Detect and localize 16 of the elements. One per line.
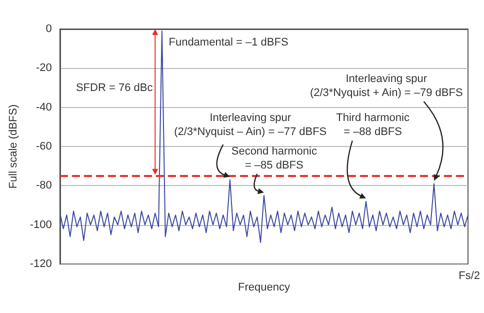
y-axis-title: Full scale (dBFS)	[8, 104, 20, 189]
annotation: Interleaving spur (2/3*Nyquist + Ain) = –79 dBFS	[310, 72, 463, 99]
annotation: Fundamental = –1 dBFS	[168, 36, 288, 49]
x-axis-title: Frequency	[238, 282, 290, 294]
y-tick-label: -60	[36, 140, 52, 152]
y-tick-label: -120	[30, 258, 52, 270]
y-tick-label: -40	[36, 101, 52, 114]
y-tick-label: -100	[30, 218, 52, 231]
annotation: Second harmonic = –85 dBFS	[231, 145, 318, 172]
y-tick-label: -20	[36, 62, 52, 74]
y-tick-label: -80	[36, 180, 52, 192]
annotation: Third harmonic = –88 dBFS	[336, 112, 410, 138]
annotation: Interleaving spur (2/3*Nyquist – Ain) = –77 dBFS	[174, 112, 327, 138]
annotation: SFDR = 76 dBc	[76, 82, 154, 94]
text: Fs/2	[458, 270, 480, 282]
y-tick-label: 0	[46, 23, 52, 35]
